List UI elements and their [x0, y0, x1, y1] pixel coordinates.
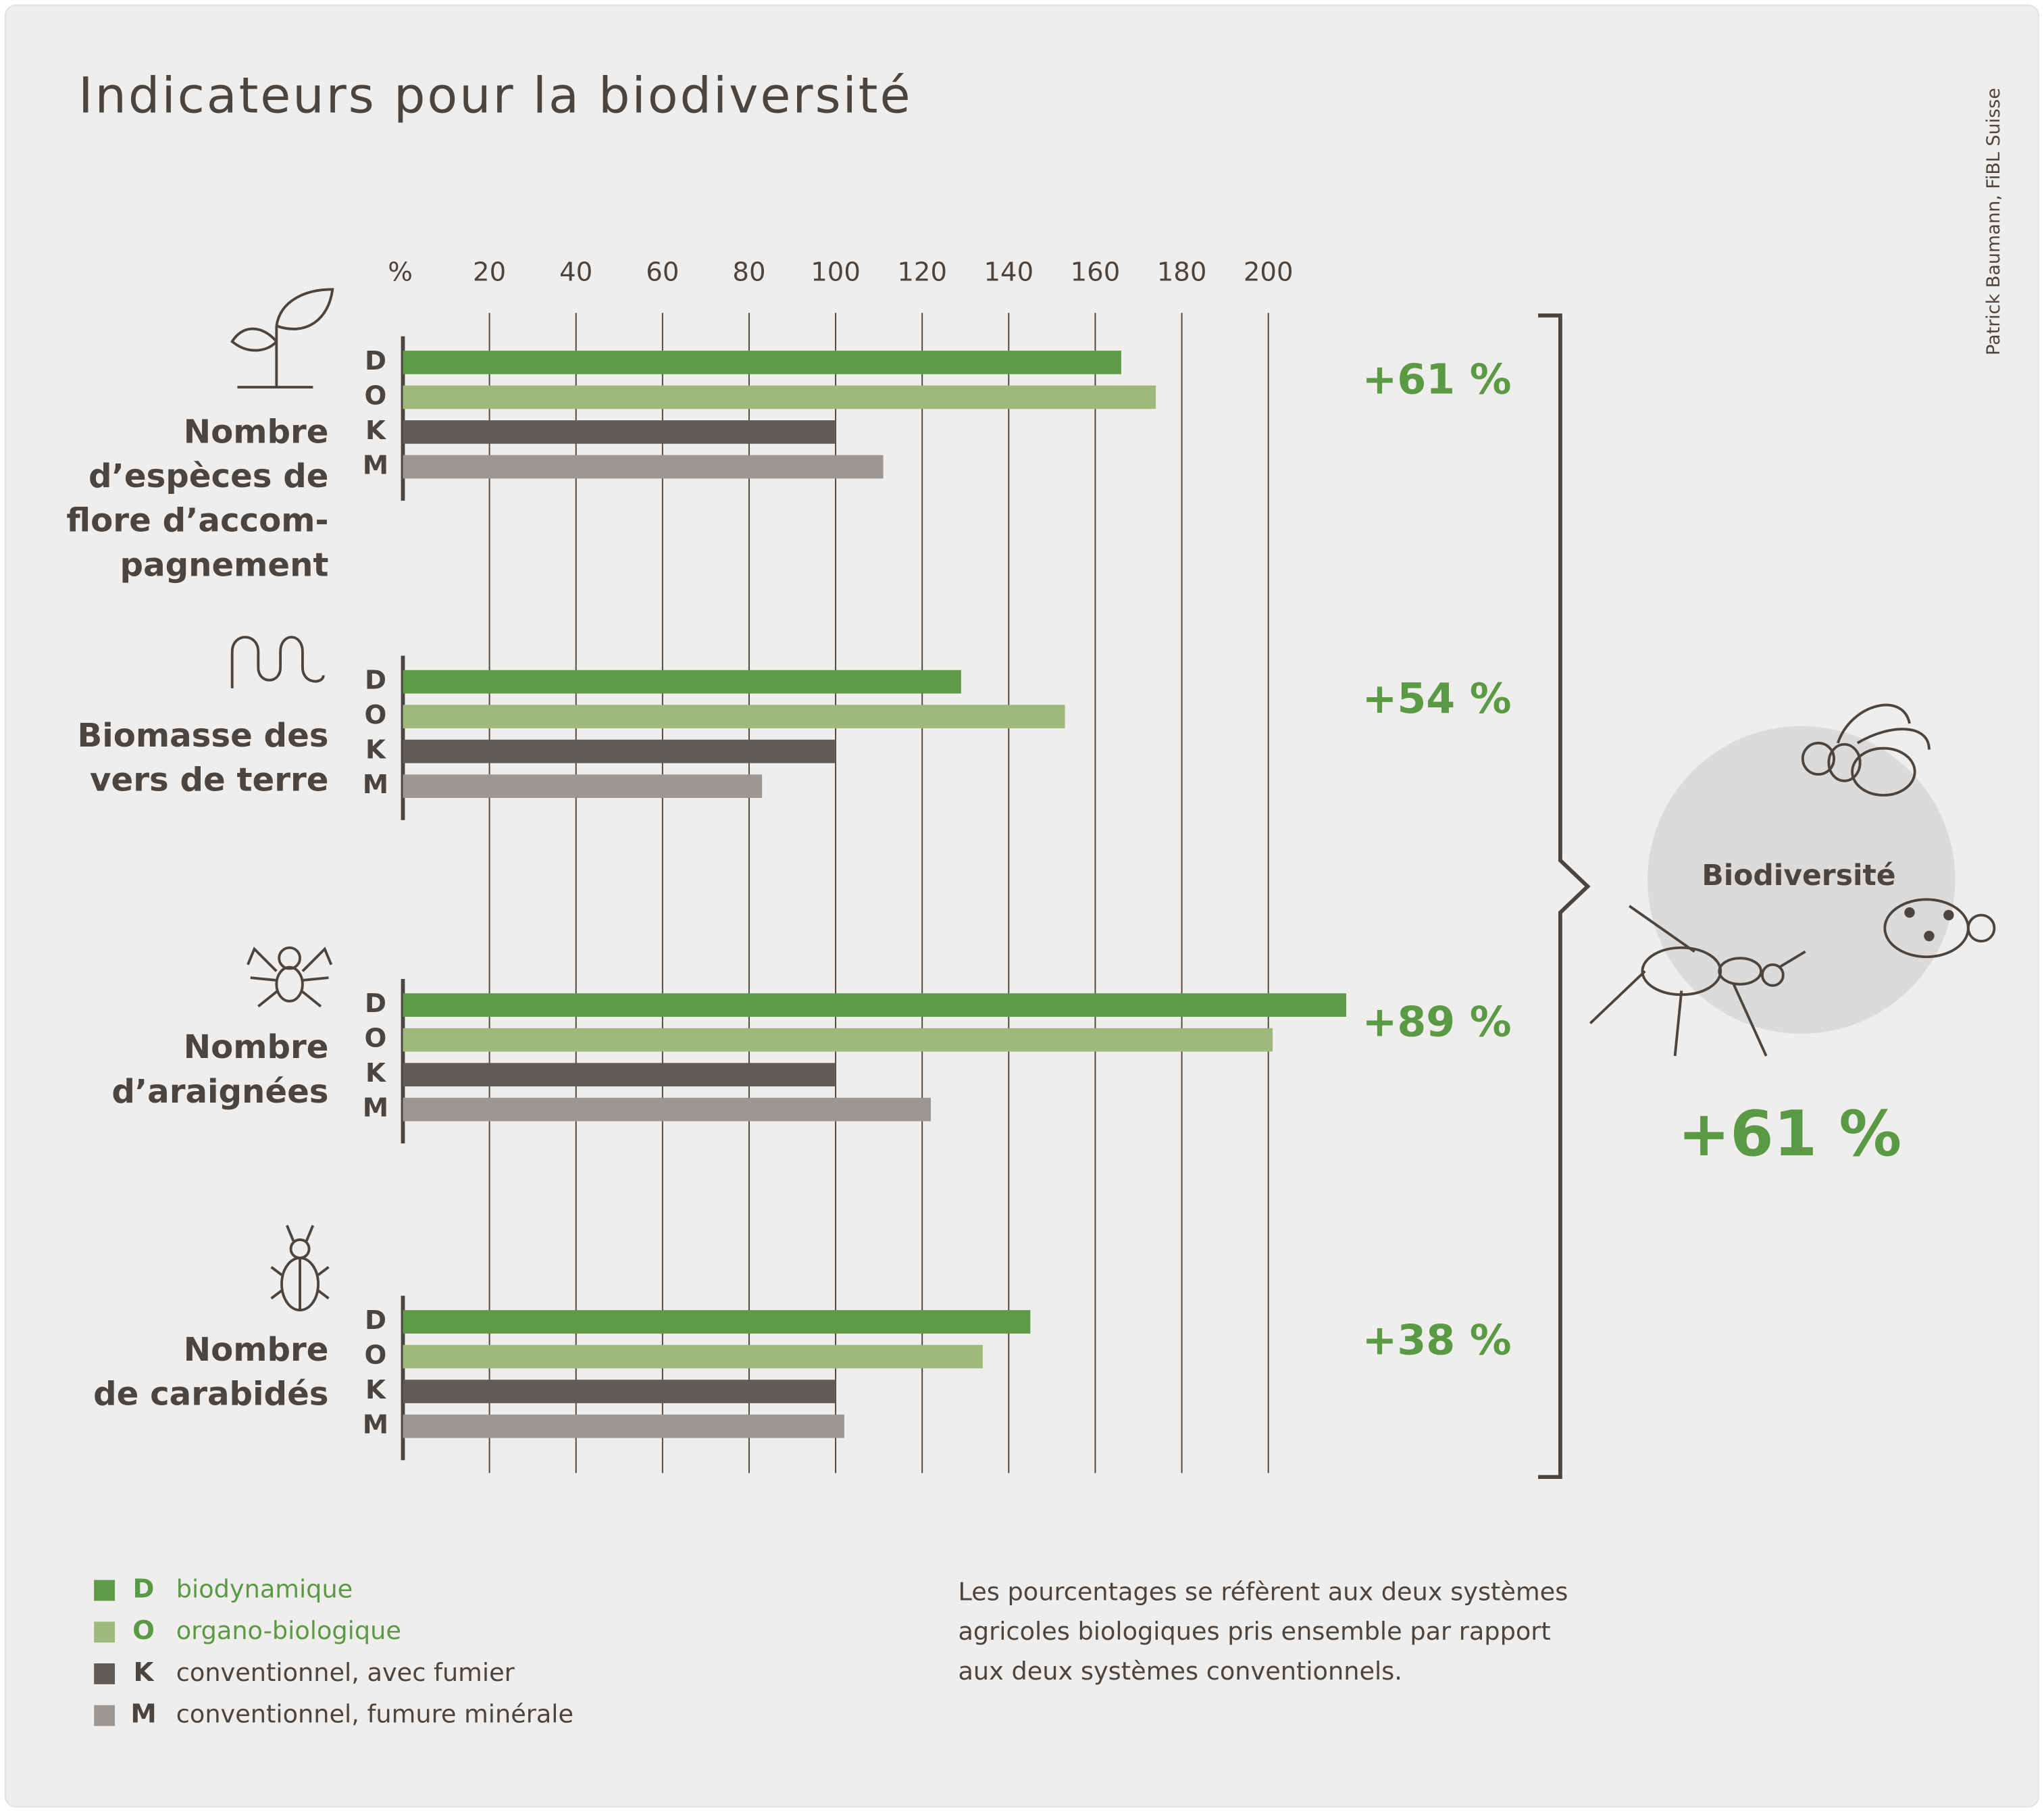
spider-icon [247, 946, 333, 1008]
legend-label: organo-biologique [176, 1616, 401, 1645]
bar-key: D [365, 1305, 386, 1336]
bar [403, 739, 836, 763]
bar-key: M [363, 450, 388, 480]
summary-change: +61 % [1678, 1097, 1902, 1170]
legend-key: K [134, 1657, 155, 1688]
legend-key: D [133, 1574, 155, 1604]
bar [403, 1097, 931, 1122]
x-tick-label: 140 [983, 257, 1033, 288]
beetle-icon [270, 1224, 330, 1312]
bar [403, 1063, 836, 1087]
plant-icon [230, 288, 334, 388]
bar [403, 1380, 836, 1403]
note-line: agricoles biologiques pris ensemble par … [958, 1617, 1550, 1646]
ground-beetle-icon [1589, 905, 1806, 1057]
bar-key: D [365, 346, 386, 376]
ladybug-icon [1883, 898, 1996, 959]
worm-icon [230, 636, 325, 688]
change-label: +38 % [1362, 1315, 1512, 1364]
bar [403, 1310, 1031, 1334]
bar [403, 385, 1156, 409]
category-label: vers de terre [90, 761, 328, 799]
bar [403, 1028, 1273, 1052]
legend-label: conventionnel, avec fumier [176, 1658, 515, 1687]
x-tick-label: 120 [897, 257, 947, 288]
bar [403, 351, 1121, 374]
x-tick-label: 180 [1157, 257, 1207, 288]
category-label: d’araignées [111, 1073, 328, 1111]
legend-swatch [94, 1705, 116, 1726]
bar-key: O [365, 700, 387, 730]
x-tick-label: 20 [473, 257, 506, 288]
category-label: de carabidés [93, 1375, 328, 1413]
bar-key: M [363, 770, 388, 800]
chart-title: Indicateurs pour la biodiversité [78, 68, 912, 125]
bar [403, 774, 763, 799]
legend-label: conventionnel, fumure minérale [176, 1700, 573, 1729]
legend-key: O [132, 1615, 155, 1646]
category-label: flore d’accom- [66, 502, 328, 540]
bar-key: D [365, 988, 386, 1019]
legend-swatch [94, 1580, 116, 1601]
bar-key: M [363, 1410, 388, 1440]
legend-swatch [94, 1663, 116, 1684]
x-tick-label: 40 [559, 257, 592, 288]
bar-key: O [365, 1024, 387, 1054]
bar-key: K [365, 416, 387, 446]
bar [403, 420, 836, 444]
credit: Patrick Baumann, FiBL Suisse [1983, 88, 2004, 355]
bar-key: M [363, 1093, 388, 1124]
legend-key: M [130, 1699, 156, 1730]
bar-key: D [365, 665, 386, 696]
category-label: Nombre [184, 413, 329, 451]
bar-key: O [365, 380, 387, 411]
bar-key: O [365, 1340, 387, 1371]
change-label: +54 % [1362, 674, 1512, 723]
category-label: d’espèces de [88, 457, 328, 495]
bar [403, 705, 1065, 729]
bar [403, 993, 1346, 1017]
bar [403, 670, 961, 694]
category-label: Biomasse des [77, 717, 328, 755]
bar [403, 455, 884, 479]
x-tick-label: 160 [1071, 257, 1121, 288]
bar [403, 1344, 983, 1369]
bee-icon [1801, 703, 1931, 797]
summary-label: Biodiversité [1702, 859, 1895, 892]
x-tick-label: 200 [1244, 257, 1294, 288]
x-tick-label: 60 [646, 257, 679, 288]
summary-circle [1647, 726, 1956, 1034]
category-label: pagnement [120, 546, 329, 584]
note-line: Les pourcentages se réfèrent aux deux sy… [958, 1577, 1568, 1606]
x-tick-label: 80 [732, 257, 765, 288]
x-tick-label: 100 [811, 257, 861, 288]
bar-key: K [365, 1058, 387, 1088]
note-line: aux deux systèmes conventionnels. [958, 1657, 1402, 1686]
category-label: Nombre [184, 1331, 329, 1369]
change-label: +89 % [1362, 998, 1512, 1047]
x-tick-label: % [388, 257, 413, 288]
legend-swatch [94, 1621, 116, 1643]
bar-key: K [365, 735, 387, 765]
bar-key: K [365, 1375, 387, 1405]
change-label: +61 % [1362, 355, 1512, 403]
category-label: Nombre [184, 1028, 329, 1066]
legend-label: biodynamique [176, 1574, 353, 1603]
bar [403, 1414, 844, 1438]
bracket [1538, 313, 1591, 1480]
